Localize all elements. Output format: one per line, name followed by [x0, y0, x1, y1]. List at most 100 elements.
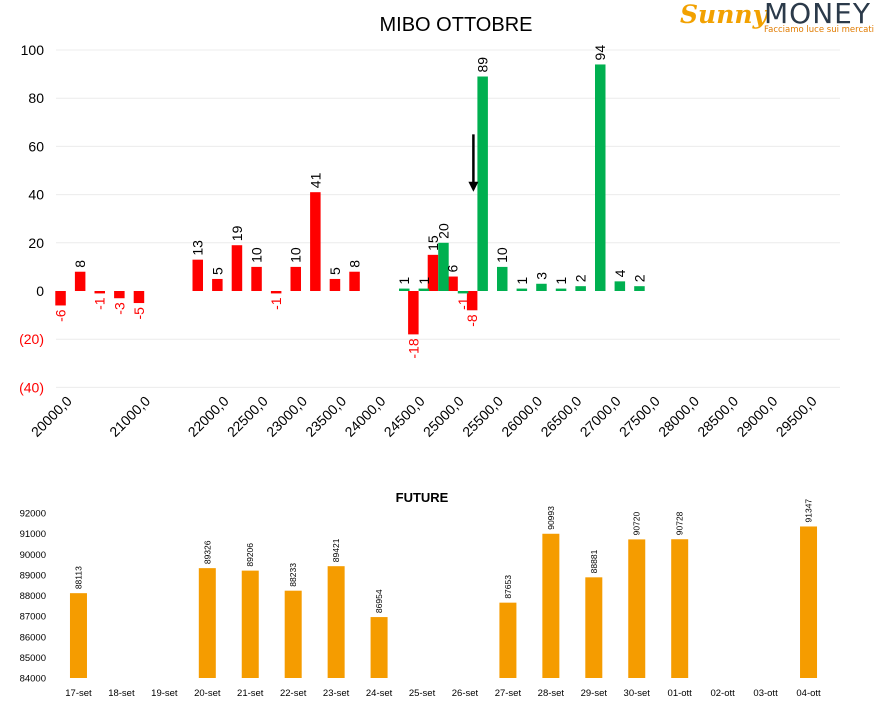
logo-money-text: MONEY — [764, 0, 871, 30]
future-x-axis: 17-set 18-set 19-set 20-set 21-set 22-set 23-s… — [65, 688, 821, 699]
bar-put — [310, 192, 321, 291]
x-tick-label: 21000,0 — [106, 393, 153, 440]
y-tick-label: 92000 — [20, 509, 46, 520]
bar-future — [69, 593, 87, 678]
data-label: 89421 — [331, 538, 341, 562]
logo-sunny-text: Sunny — [680, 0, 768, 29]
bar-future — [800, 526, 818, 678]
bar-call — [399, 288, 410, 291]
bar-future — [542, 533, 560, 678]
data-label: 2 — [573, 274, 589, 282]
data-label: 10 — [494, 247, 510, 263]
x-tick-label: 27500,0 — [616, 393, 663, 440]
bar-put — [349, 271, 360, 291]
data-label: 5 — [327, 267, 343, 275]
bar-call — [614, 281, 626, 291]
x-tick-label: 23500,0 — [302, 393, 349, 440]
logo-tagline: Facciamo luce sui mercati — [764, 25, 875, 35]
x-tick-label: 29500,0 — [773, 393, 820, 440]
x-tick-label: 02-ott — [710, 688, 735, 699]
x-tick-label: 29-set — [581, 688, 608, 699]
data-label: 10 — [249, 247, 265, 263]
x-tick-label: 01-ott — [668, 688, 693, 699]
y-tick-label: 0 — [36, 283, 44, 299]
sunny-money-logo: Sunny MONEY Facciamo luce sui mercati — [678, 0, 883, 40]
data-label: 20 — [435, 223, 451, 239]
data-label: 2 — [631, 274, 647, 282]
mibo-x-axis: 20000,0 21000,0 22000,022500,023000,023500… — [28, 393, 820, 440]
mibo-y-axis: 100 80 60 40 20 0 (20) (40) — [19, 42, 44, 395]
data-label: 88233 — [288, 563, 298, 587]
bar-call — [457, 291, 469, 294]
y-tick-label: 86000 — [20, 632, 46, 643]
data-label: -1 — [92, 297, 108, 310]
x-tick-label: 20000,0 — [28, 393, 75, 440]
data-label: 1 — [396, 277, 412, 285]
data-label: 87653 — [503, 575, 513, 599]
data-label: 10 — [288, 247, 304, 263]
data-label: 5 — [209, 267, 225, 275]
x-tick-label: 28-set — [538, 688, 565, 699]
y-tick-label: 87000 — [20, 612, 46, 623]
y-tick-label: 90000 — [20, 550, 46, 561]
bar-call — [497, 266, 508, 291]
data-label: 1 — [514, 277, 530, 285]
x-tick-label: 04-ott — [796, 688, 821, 699]
data-label: 19 — [229, 225, 245, 241]
data-label: -6 — [53, 309, 69, 322]
x-tick-label: 25-set — [409, 688, 436, 699]
bar-put — [55, 291, 66, 306]
data-label: 88881 — [589, 549, 599, 573]
y-tick-label: 20 — [28, 235, 44, 251]
bar-put — [74, 271, 86, 291]
data-label: 90728 — [675, 511, 685, 535]
bar-call — [634, 286, 645, 291]
bar-put — [329, 278, 341, 291]
bar-put — [447, 276, 458, 291]
data-label: -8 — [464, 314, 480, 327]
bar-future — [628, 539, 646, 678]
mibo-annotations — [468, 134, 479, 192]
data-label: 89326 — [202, 540, 212, 564]
x-tick-label: 26500,0 — [537, 393, 584, 440]
bar-put — [408, 291, 419, 335]
x-tick-label: 24000,0 — [341, 393, 388, 440]
data-label: 90720 — [632, 511, 642, 535]
bar-call — [418, 288, 430, 291]
x-tick-label: 24-set — [366, 688, 393, 699]
data-label: 89206 — [245, 543, 255, 567]
data-label: 89 — [475, 57, 491, 73]
future-chart-title: FUTURE — [396, 490, 449, 505]
x-tick-label: 28500,0 — [694, 393, 741, 440]
x-tick-label: 22000,0 — [185, 393, 232, 440]
bar-put — [212, 278, 223, 291]
data-label: 1 — [553, 277, 569, 285]
data-label: 94 — [592, 45, 608, 61]
bar-future — [241, 570, 259, 678]
mibo-bars — [55, 64, 645, 335]
future-y-axis: 84000 85000 86000 87000 88000 89000 90000 91000… — [20, 509, 46, 685]
future-chart: FUTURE 84000 85000 86000 87000 88000 89000 900… — [20, 490, 821, 699]
x-tick-label: 26-set — [452, 688, 479, 699]
bar-put — [231, 245, 243, 291]
bar-future — [499, 602, 517, 678]
y-tick-label: 100 — [21, 42, 45, 58]
bar-put — [290, 266, 301, 291]
bar-call — [536, 283, 547, 291]
data-label: -3 — [111, 302, 127, 315]
bar-put — [114, 291, 125, 299]
bar-future — [284, 590, 302, 678]
bar-future — [370, 617, 388, 678]
bar-put — [94, 291, 105, 294]
x-tick-label: 28000,0 — [655, 393, 702, 440]
bar-put — [427, 254, 439, 291]
y-tick-label: 85000 — [20, 653, 46, 664]
x-tick-label: 03-ott — [753, 688, 778, 699]
data-label: 8 — [72, 260, 88, 268]
x-tick-label: 24500,0 — [381, 393, 428, 440]
x-tick-label: 20-set — [194, 688, 221, 699]
x-tick-label: 22-set — [280, 688, 307, 699]
future-bars — [69, 526, 818, 678]
